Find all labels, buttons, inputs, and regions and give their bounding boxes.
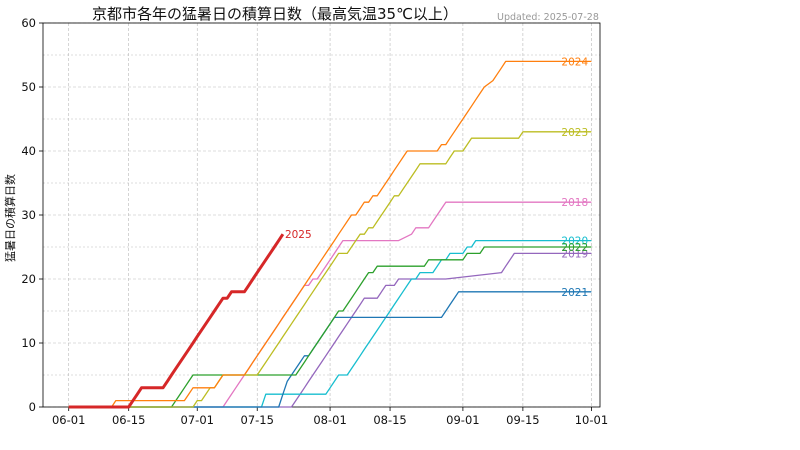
series-label-2021: 2021 xyxy=(561,287,588,299)
series-label-2024: 2024 xyxy=(561,56,588,68)
series-label-2018: 2018 xyxy=(561,197,588,209)
series-group xyxy=(68,60,592,409)
series-label-2025: 2025 xyxy=(285,229,312,241)
x-tick-label: 09-01 xyxy=(446,413,479,427)
x-tick-label: 08-01 xyxy=(313,413,346,427)
series-label-2022: 2022 xyxy=(561,242,588,254)
series-line-2022 xyxy=(68,246,592,408)
series-line-2024 xyxy=(68,60,592,408)
x-tick-label: 06-01 xyxy=(52,413,85,427)
series-line-2025 xyxy=(68,233,285,409)
x-tick-label: 07-15 xyxy=(241,413,274,427)
y-tick-label: 10 xyxy=(21,336,36,350)
x-tick-label: 07-01 xyxy=(181,413,214,427)
plot-frame xyxy=(42,22,601,408)
x-tick-label: 09-15 xyxy=(506,413,539,427)
x-tick-label: 10-01 xyxy=(575,413,608,427)
y-tick-label: 20 xyxy=(21,272,36,286)
y-tick-label: 50 xyxy=(21,80,36,94)
y-tick-label: 0 xyxy=(29,400,36,414)
series-label-2023: 2023 xyxy=(561,127,588,139)
chart-title: 京都市各年の猛暑日の積算日数（最高気温35℃以上） xyxy=(92,5,458,23)
series-line-2023 xyxy=(68,131,592,408)
x-tick-label: 08-15 xyxy=(373,413,406,427)
series-line-2020 xyxy=(68,239,592,408)
y-tick-label: 30 xyxy=(21,208,36,222)
updated-label: Updated: 2025-07-28 xyxy=(497,12,599,23)
x-tick-label: 06-15 xyxy=(112,413,145,427)
y-tick-label: 60 xyxy=(21,16,36,30)
series-label-2020: 2020 xyxy=(561,236,588,248)
series-line-2019 xyxy=(68,252,592,408)
y-tick-label: 40 xyxy=(21,144,36,158)
series-label-2019: 2019 xyxy=(561,248,588,260)
